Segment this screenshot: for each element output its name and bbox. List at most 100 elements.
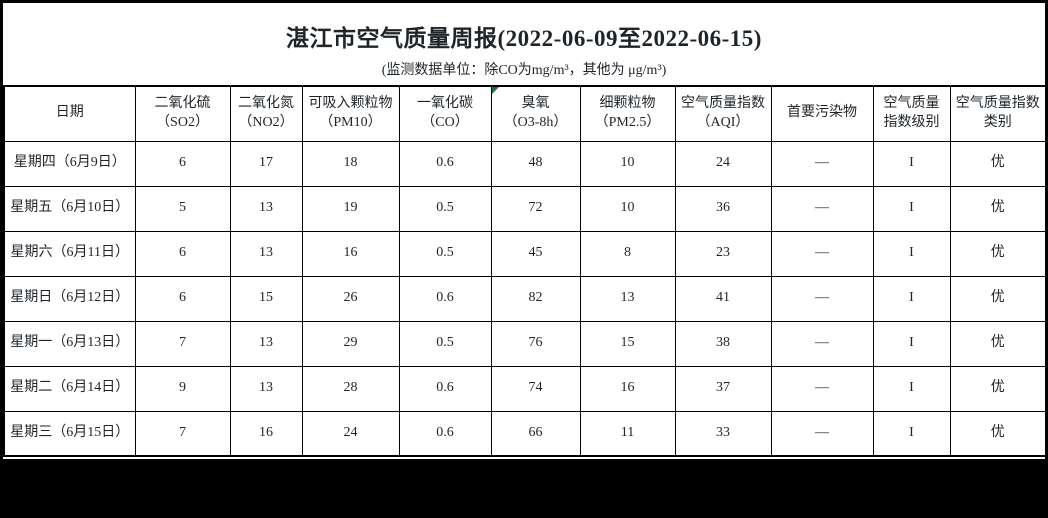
cell-co: 0.6 [398,140,492,187]
title-block: 湛江市空气质量周报(2022-06-09至2022-06-15) (监测数据单位… [3,3,1045,85]
cell-so2: 6 [134,275,231,322]
cell-date: 星期三（6月15日） [3,410,136,457]
cell-aqi-level: I [872,230,951,277]
cell-aqi-category: 优 [949,230,1045,277]
header-co: 一氧化碳 （CO） [398,85,492,142]
cell-o3-8h: 66 [490,410,581,457]
cell-aqi-level: I [872,365,951,412]
cell-aqi-level: I [872,410,951,457]
cell-so2: 9 [134,365,231,412]
cell-aqi-level: I [872,275,951,322]
cell-aqi-category: 优 [949,410,1045,457]
cell-pm10: 26 [301,275,400,322]
cell-so2: 6 [134,140,231,187]
cell-so2: 7 [134,320,231,367]
cell-date: 星期六（6月11日） [3,230,136,277]
report-sheet: 湛江市空气质量周报(2022-06-09至2022-06-15) (监测数据单位… [3,3,1045,459]
cell-aqi-category: 优 [949,275,1045,322]
cell-pm25: 15 [579,320,676,367]
cell-so2: 5 [134,185,231,232]
cell-pm25: 11 [579,410,676,457]
cell-pm10: 16 [301,230,400,277]
table-row: 星期五（6月10日） 5 13 19 0.5 72 10 36— I 优 [3,185,1045,232]
cell-o3-8h: 76 [490,320,581,367]
cell-so2: 7 [134,410,231,457]
header-aqi: 空气质量指数 （AQI） [674,85,772,142]
cell-date: 星期日（6月12日） [3,275,136,322]
cell-aqi: 33 [674,410,772,457]
header-primary-pollutant: 首要污染物 [770,85,874,142]
cell-primary-pollutant: — [770,140,874,187]
cell-pm25: 10 [579,185,676,232]
cell-so2: 6 [134,230,231,277]
cell-primary-pollutant: — [770,410,874,457]
cell-primary-pollutant: — [770,230,874,277]
cell-no2: 13 [229,185,303,232]
cell-aqi: 23 [674,230,772,277]
cell-aqi-category: 优 [949,320,1045,367]
cell-aqi-category: 优 [949,185,1045,232]
cell-primary-pollutant: — [770,320,874,367]
header-aqi-level: 空气质量 指数级别 [872,85,951,142]
cell-date: 星期五（6月10日） [3,185,136,232]
cell-aqi: 37 [674,365,772,412]
cell-o3-8h: 72 [490,185,581,232]
cell-co: 0.5 [398,320,492,367]
cell-aqi: 41 [674,275,772,322]
cell-aqi-level: I [872,185,951,232]
header-date: 日期 [3,85,136,142]
cell-co: 0.6 [398,365,492,412]
table-body: 星期四（6月9日） 6 17 18 0.6 48 10 24— I 优星期五（6月10日） 5 13 1… [3,140,1045,457]
table-header-row: 日期 二氧化硫 （SO2） 二氧化氮 （NO2） 可吸入颗粒物 （PM10） 一氧化碳… [3,85,1045,142]
cell-co: 0.6 [398,410,492,457]
cell-aqi: 38 [674,320,772,367]
cell-co: 0.5 [398,185,492,232]
cell-aqi-level: I [872,320,951,367]
cell-pm10: 19 [301,185,400,232]
cell-pm10: 24 [301,410,400,457]
cell-o3-8h: 82 [490,275,581,322]
error-indicator-triangle-icon [492,87,499,94]
cell-pm25: 10 [579,140,676,187]
table-row: 星期六（6月11日） 6 13 16 0.5 45 8 23— I 优 [3,230,1045,277]
cell-pm25: 13 [579,275,676,322]
cell-no2: 13 [229,230,303,277]
cell-pm25: 16 [579,365,676,412]
cell-o3-8h: 48 [490,140,581,187]
cell-co: 0.6 [398,275,492,322]
cell-primary-pollutant: — [770,365,874,412]
cell-o3-8h: 45 [490,230,581,277]
cell-no2: 17 [229,140,303,187]
table-row: 星期日（6月12日） 6 15 26 0.6 82 13 41— I 优 [3,275,1045,322]
header-o3-8h: 臭氧 （O3-8h） [490,85,581,142]
cell-pm25: 8 [579,230,676,277]
cell-co: 0.5 [398,230,492,277]
cell-aqi-category: 优 [949,365,1045,412]
cell-pm10: 18 [301,140,400,187]
header-no2: 二氧化氮 （NO2） [229,85,303,142]
page-subtitle: (监测数据单位：除CO为mg/m³，其他为 μg/m³) [381,63,667,78]
table-row: 星期一（6月13日） 7 13 29 0.5 76 15 38— I 优 [3,320,1045,367]
cell-no2: 16 [229,410,303,457]
cell-o3-8h: 74 [490,365,581,412]
cell-date: 星期一（6月13日） [3,320,136,367]
cell-no2: 15 [229,275,303,322]
header-so2: 二氧化硫 （SO2） [134,85,231,142]
cell-primary-pollutant: — [770,275,874,322]
cell-no2: 13 [229,365,303,412]
cell-aqi: 36 [674,185,772,232]
cell-pm10: 28 [301,365,400,412]
cell-date: 星期四（6月9日） [3,140,136,187]
cell-aqi-category: 优 [949,140,1045,187]
table-row: 星期三（6月15日） 7 16 24 0.6 66 11 33— I 优 [3,410,1045,457]
table-row: 星期二（6月14日） 9 13 28 0.6 74 16 37— I 优 [3,365,1045,412]
cell-no2: 13 [229,320,303,367]
table-row: 星期四（6月9日） 6 17 18 0.6 48 10 24— I 优 [3,140,1045,187]
cell-date: 星期二（6月14日） [3,365,136,412]
air-quality-table: 日期 二氧化硫 （SO2） 二氧化氮 （NO2） 可吸入颗粒物 （PM10） 一氧化碳… [3,85,1045,457]
page-title: 湛江市空气质量周报(2022-06-09至2022-06-15) [286,26,762,51]
cell-aqi: 24 [674,140,772,187]
header-aqi-category: 空气质量指数 类别 [949,85,1045,142]
cell-primary-pollutant: — [770,185,874,232]
cell-pm10: 29 [301,320,400,367]
